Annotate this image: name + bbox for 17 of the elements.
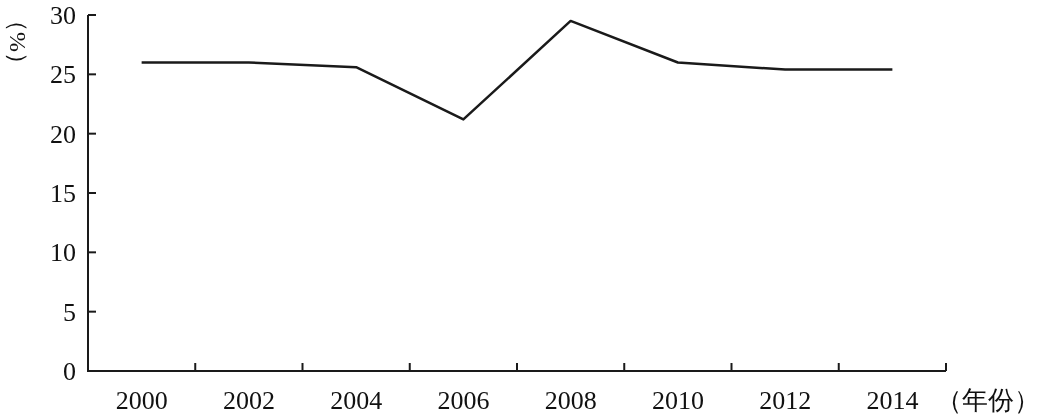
y-tick-label: 10 xyxy=(50,238,76,268)
x-tick-label: 2014 xyxy=(866,386,919,415)
x-tick-label: 2004 xyxy=(330,386,383,415)
y-tick-label: 30 xyxy=(50,1,76,30)
x-axis-title: （年份） xyxy=(936,386,1040,415)
y-axis-title: （%） xyxy=(5,8,31,76)
x-tick-label: 2000 xyxy=(115,386,168,415)
x-tick-label: 2006 xyxy=(437,386,490,415)
x-tick-label: 2008 xyxy=(544,386,597,415)
y-tick-label: 25 xyxy=(50,60,76,90)
x-tick-label: 2002 xyxy=(222,386,275,415)
y-tick-label: 0 xyxy=(63,357,76,386)
y-tick-label: 15 xyxy=(50,179,76,208)
y-tick-label: 20 xyxy=(50,119,76,149)
y-tick-label: 5 xyxy=(63,297,76,327)
x-tick-label: 2010 xyxy=(651,386,704,415)
x-tick-label: 2012 xyxy=(759,386,812,415)
